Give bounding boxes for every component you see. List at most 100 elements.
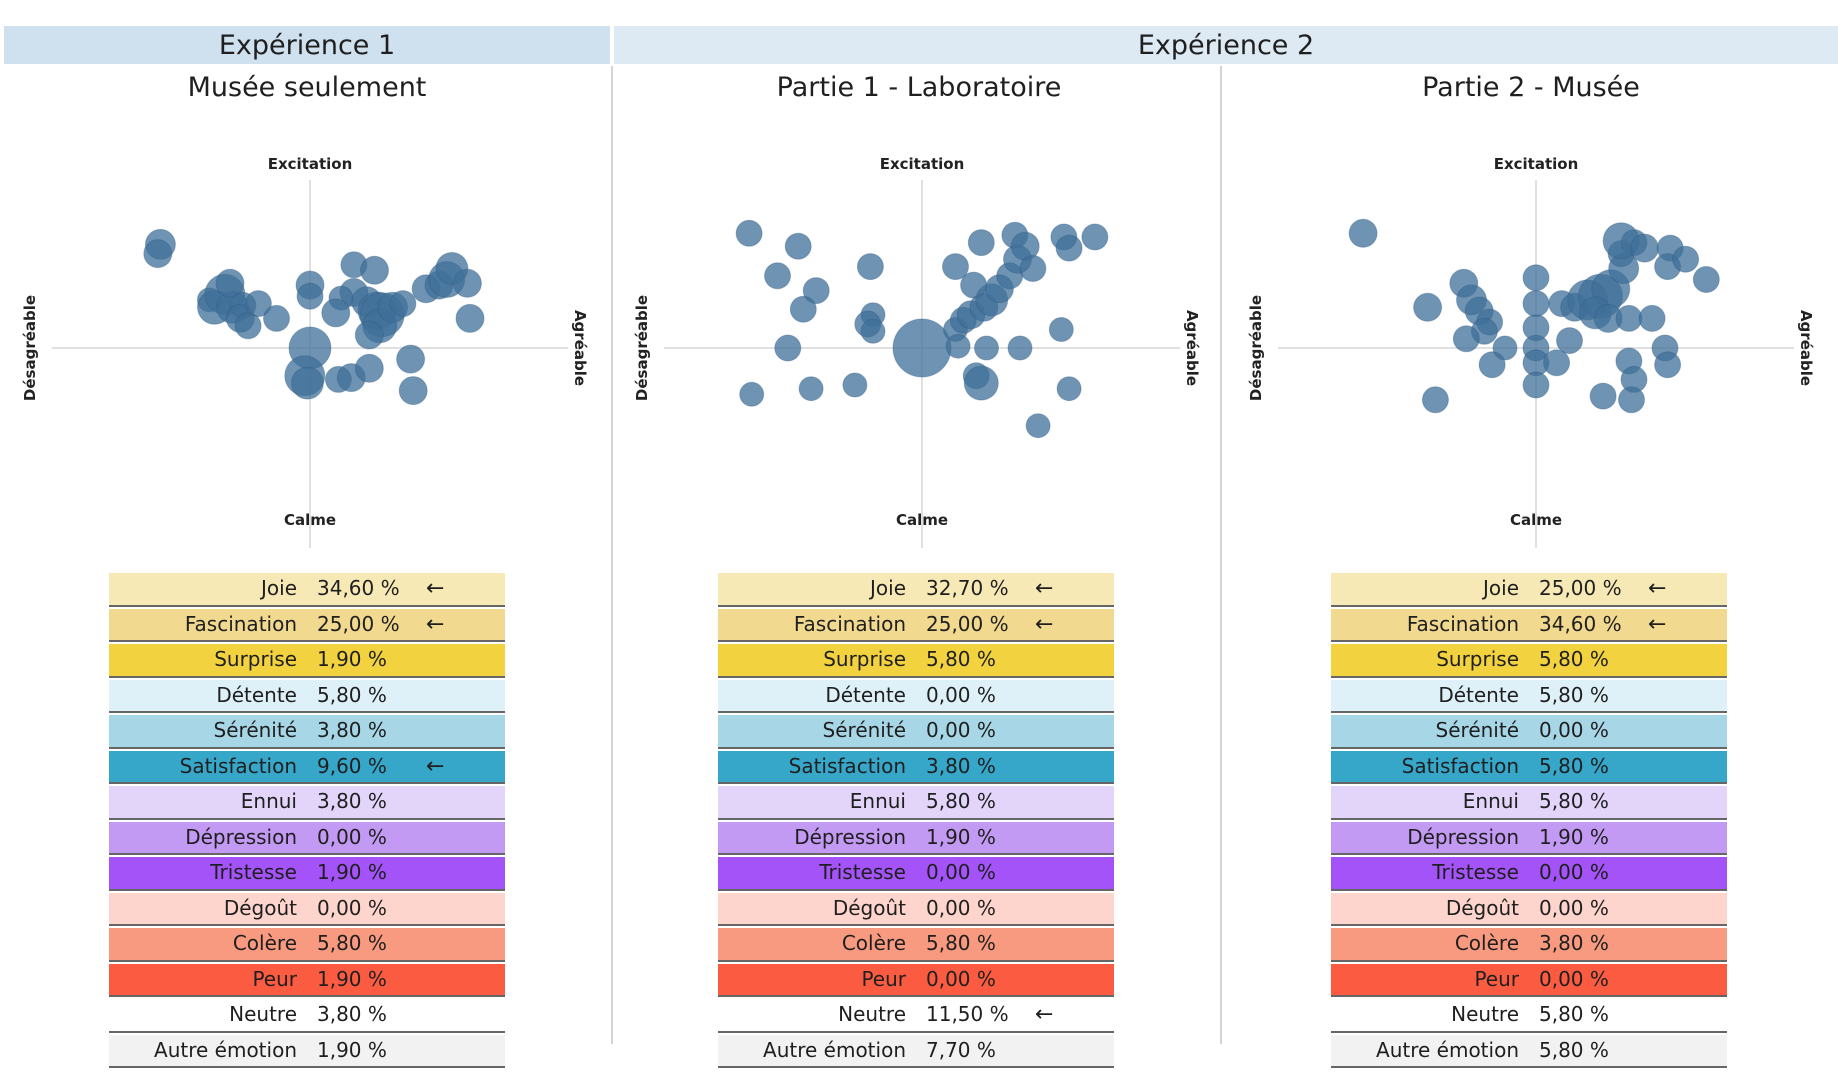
emotion-value: 1,90 % bbox=[1539, 824, 1609, 849]
data-bubble bbox=[290, 366, 324, 400]
emotion-name: Neutre bbox=[229, 1002, 297, 1026]
emotion-row-serenite: Sérénité 3,80 % bbox=[109, 715, 505, 749]
chart-laboratoire: Excitation Calme Désagréable Agréable bbox=[633, 155, 1201, 548]
emotion-table-2: Joie 32,70 % ← Fascination 25,00 % ← Surprise 5… bbox=[718, 573, 1114, 1070]
emotion-value: 0,00 % bbox=[926, 966, 996, 991]
emotion-value: 5,80 % bbox=[1539, 682, 1609, 707]
data-bubble bbox=[784, 232, 812, 260]
emotion-value: 1,90 % bbox=[317, 1037, 387, 1062]
data-bubble bbox=[263, 304, 290, 332]
emotion-value: 5,80 % bbox=[1539, 1002, 1609, 1026]
data-bubble bbox=[1638, 304, 1666, 332]
emotion-name: Peur bbox=[252, 966, 297, 991]
emotion-name: Sérénité bbox=[1435, 718, 1519, 742]
experience-1-header: Expérience 1 bbox=[4, 26, 610, 64]
emotion-row-colere: Colère 3,80 % bbox=[1331, 928, 1727, 962]
chart-partie-2-musee: Excitation Calme Désagréable Agréable bbox=[1247, 155, 1815, 548]
data-bubble bbox=[321, 298, 351, 328]
emotion-row-depression: Dépression 1,90 % bbox=[718, 821, 1114, 855]
emotion-name: Autre émotion bbox=[763, 1037, 906, 1062]
emotion-name: Autre émotion bbox=[1376, 1037, 1519, 1062]
emotion-name: Ennui bbox=[1462, 789, 1519, 813]
data-bubble bbox=[774, 334, 802, 362]
emotion-name: Autre émotion bbox=[154, 1037, 297, 1062]
data-bubble bbox=[1522, 371, 1550, 399]
emotion-row-peur: Peur 0,00 % bbox=[1331, 963, 1727, 997]
emotion-row-autre-emotion: Autre émotion 7,70 % bbox=[718, 1034, 1114, 1068]
emotion-name: Fascination bbox=[1406, 611, 1519, 636]
arrow-left-icon: ← bbox=[426, 753, 445, 779]
emotion-name: Dégoût bbox=[223, 895, 297, 920]
chart-panel-2: Excitation Calme Désagréable Agréable bbox=[612, 120, 1224, 560]
chart-panel-3: Excitation Calme Désagréable Agréable bbox=[1226, 120, 1838, 560]
emotion-row-depression: Dépression 0,00 % bbox=[109, 821, 505, 855]
emotion-value: 0,00 % bbox=[317, 824, 387, 849]
emotion-row-ennui: Ennui 5,80 % bbox=[1331, 786, 1727, 820]
emotion-name: Surprise bbox=[1436, 647, 1519, 671]
emotion-value: 11,50 % bbox=[926, 1002, 1009, 1026]
emotion-value: 5,80 % bbox=[1539, 647, 1609, 671]
emotion-row-depression: Dépression 1,90 % bbox=[1331, 821, 1727, 855]
emotion-value: 34,60 % bbox=[1539, 611, 1622, 636]
emotion-row-joie: Joie 32,70 % ← bbox=[718, 573, 1114, 607]
emotion-value: 5,80 % bbox=[926, 931, 996, 955]
chart-musee-seulement: Excitation Calme Désagréable Agréable bbox=[21, 155, 589, 548]
axis-label-right: Agréable bbox=[1797, 310, 1815, 386]
emotion-row-tristesse: Tristesse 0,00 % bbox=[1331, 857, 1727, 891]
emotion-name: Détente bbox=[216, 682, 297, 707]
data-bubble bbox=[856, 253, 884, 281]
data-bubble bbox=[1452, 325, 1480, 353]
emotion-value: 25,00 % bbox=[926, 611, 1009, 636]
data-bubble bbox=[234, 312, 262, 340]
emotion-name: Ennui bbox=[240, 789, 297, 813]
data-bubble bbox=[143, 239, 173, 269]
emotion-name: Satisfaction bbox=[179, 753, 297, 778]
emotion-name: Dégoût bbox=[1445, 895, 1519, 920]
data-bubble bbox=[1522, 314, 1550, 342]
emotion-name: Surprise bbox=[214, 647, 297, 671]
emotion-row-degout: Dégoût 0,00 % bbox=[1331, 892, 1727, 926]
emotion-row-joie: Joie 34,60 % ← bbox=[109, 573, 505, 607]
emotion-name: Peur bbox=[1474, 966, 1519, 991]
data-bubble bbox=[739, 381, 765, 407]
divider-left bbox=[611, 66, 613, 1044]
arrow-left-icon: ← bbox=[426, 576, 445, 601]
data-bubble bbox=[945, 333, 971, 359]
data-bubble bbox=[967, 229, 995, 257]
axis-label-bottom: Calme bbox=[1510, 511, 1562, 529]
data-bubble bbox=[1478, 351, 1506, 379]
data-bubble bbox=[1348, 218, 1378, 248]
emotion-name: Sérénité bbox=[213, 718, 297, 742]
emotion-value: 25,00 % bbox=[317, 611, 400, 636]
emotion-row-neutre: Neutre 3,80 % bbox=[109, 999, 505, 1033]
subtitle-partie-2: Partie 2 - Musée bbox=[1422, 72, 1640, 103]
data-bubble bbox=[1629, 233, 1659, 263]
emotion-name: Détente bbox=[1438, 682, 1519, 707]
chart-panel-1: Excitation Calme Désagréable Agréable bbox=[0, 120, 612, 560]
data-bubble bbox=[942, 253, 969, 281]
emotion-row-ennui: Ennui 5,80 % bbox=[718, 786, 1114, 820]
emotion-name: Satisfaction bbox=[788, 753, 906, 778]
emotion-row-surprise: Surprise 5,80 % bbox=[718, 644, 1114, 678]
data-bubble bbox=[1056, 376, 1082, 402]
emotion-value: 5,80 % bbox=[1539, 789, 1609, 813]
emotion-row-surprise: Surprise 5,80 % bbox=[1331, 644, 1727, 678]
data-bubble bbox=[974, 335, 999, 361]
emotion-value: 5,80 % bbox=[317, 931, 387, 955]
data-bubble bbox=[452, 268, 482, 298]
emotion-row-serenite: Sérénité 0,00 % bbox=[718, 715, 1114, 749]
emotion-value: 1,90 % bbox=[317, 860, 387, 884]
emotion-name: Fascination bbox=[184, 611, 297, 636]
emotion-row-tristesse: Tristesse 1,90 % bbox=[109, 857, 505, 891]
emotion-name: Dépression bbox=[185, 824, 297, 849]
data-bubble bbox=[354, 320, 384, 350]
emotion-value: 0,00 % bbox=[926, 895, 996, 920]
emotion-name: Joie bbox=[870, 576, 906, 600]
emotion-name: Neutre bbox=[1451, 1002, 1519, 1026]
data-bubble bbox=[360, 255, 389, 285]
data-bubble bbox=[1543, 349, 1571, 377]
emotion-name: Sérénité bbox=[822, 718, 906, 742]
data-bubble bbox=[1081, 223, 1109, 251]
data-bubble bbox=[789, 295, 817, 323]
emotion-row-colere: Colère 5,80 % bbox=[718, 928, 1114, 962]
